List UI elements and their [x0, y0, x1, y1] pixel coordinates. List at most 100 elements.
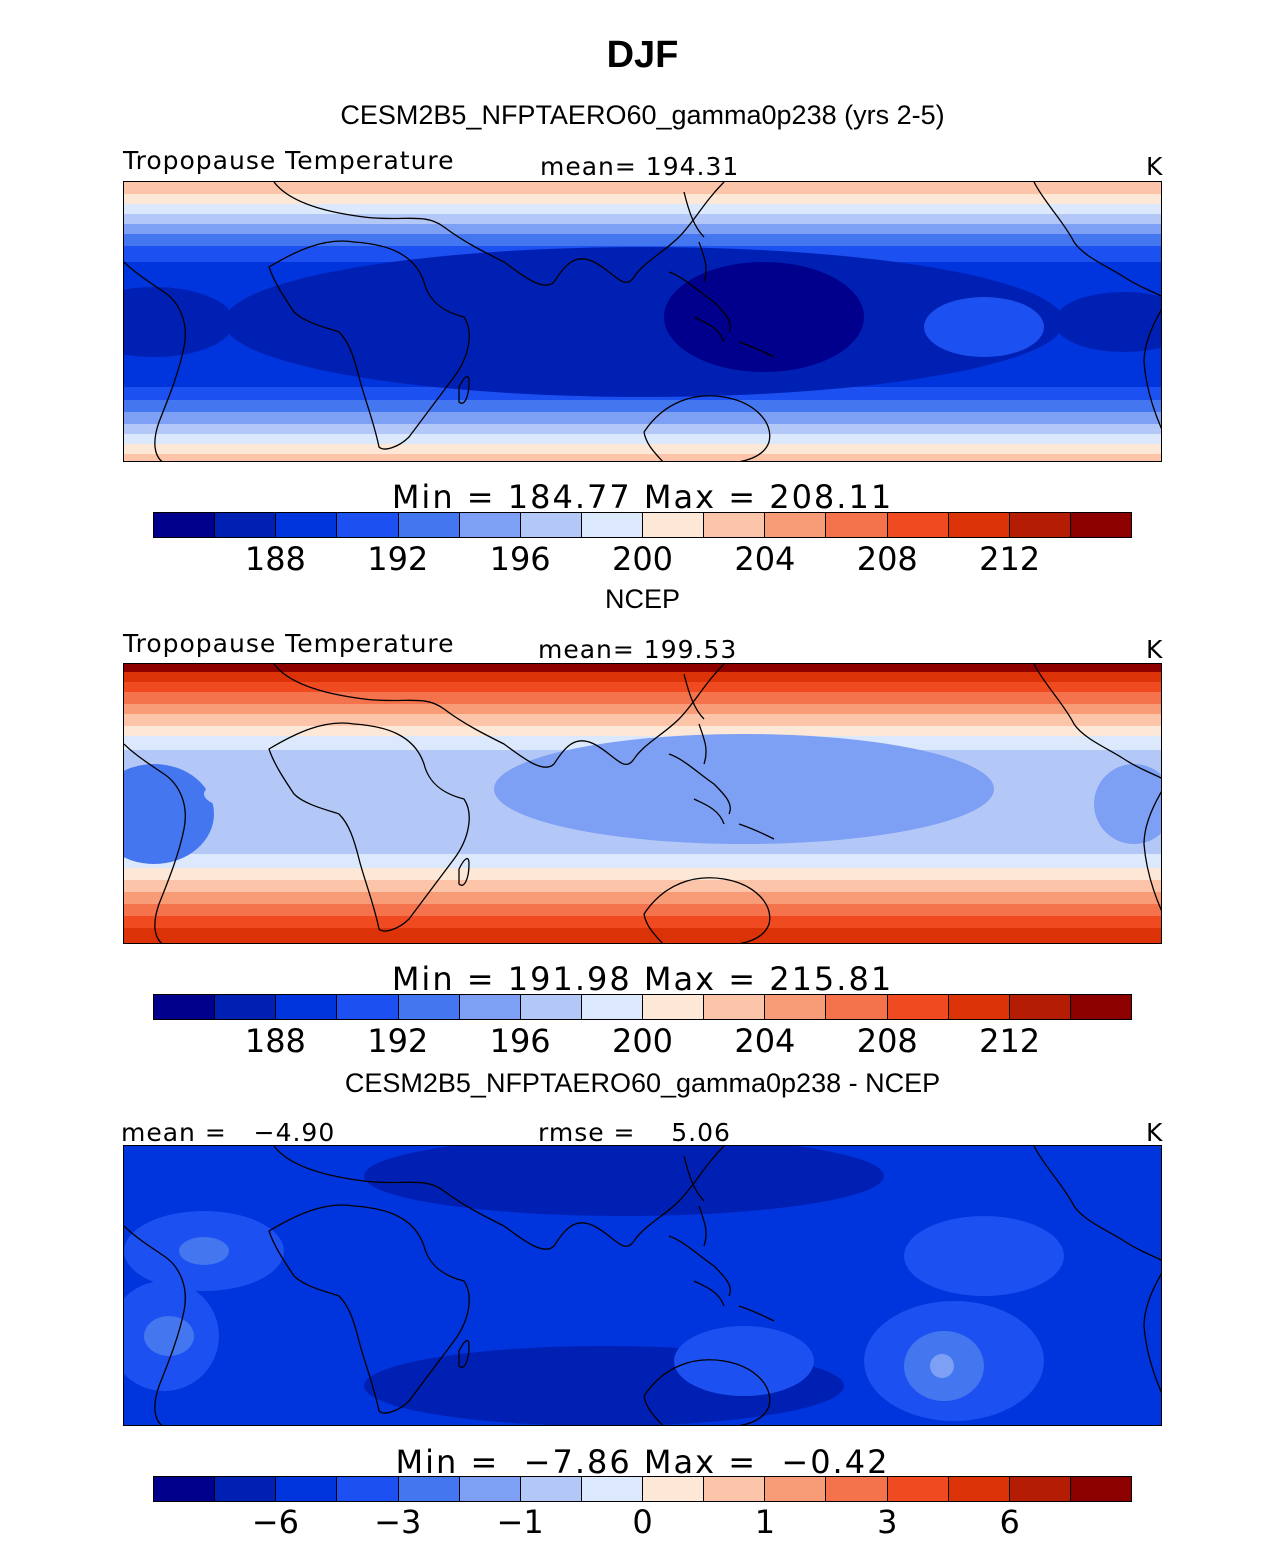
contour-band [124, 704, 1161, 714]
contour-band [124, 454, 1161, 461]
panel1-minmax: Min = 184.77 Max = 208.11 [391, 478, 894, 516]
contour-band [124, 682, 1161, 692]
contour-band [124, 692, 1161, 704]
panel3-units-label: K [1146, 1118, 1164, 1147]
colorbar-segment [704, 995, 766, 1019]
contour-region [1094, 764, 1161, 844]
east-asia-outline [683, 1155, 707, 1247]
colorbar-segment [459, 1477, 521, 1501]
panel1-colorbar-ticks: 188 192 196 200 204 208 212 [153, 540, 1132, 578]
contour-band [124, 892, 1161, 904]
contour-region [364, 1146, 884, 1216]
colorbar-segment [704, 513, 766, 537]
colorbar-segment [337, 1477, 399, 1501]
colorbar-segment [826, 995, 888, 1019]
colorbar-tick-label: 204 [734, 540, 796, 578]
contour-band [124, 664, 1161, 672]
contour-band [124, 412, 1161, 424]
colorbar-segment [765, 1477, 827, 1501]
panel1-title: CESM2B5_NFPTAERO60_gamma0p238 (yrs 2-5) [340, 100, 945, 130]
colorbar-segment [1070, 1477, 1131, 1501]
south-america-outline [124, 261, 186, 461]
contour-region [124, 287, 234, 357]
colorbar-tick-label: 192 [367, 1022, 429, 1060]
colorbar-tick-label: 1 [754, 1503, 776, 1541]
colorbar-tick-label: 208 [856, 1022, 918, 1060]
contour-region [1054, 292, 1161, 352]
panel2-colorbar-ticks: 188 192 196 200 204 208 212 [153, 1022, 1132, 1060]
contour-band [124, 444, 1161, 454]
colorbar-segment [520, 513, 582, 537]
panel3-mean-label: mean = −4.90 [121, 1118, 336, 1147]
east-asia-outline [683, 673, 707, 765]
maritime-continent-outline [668, 1235, 775, 1322]
contour-band [124, 726, 1161, 736]
panel3-minmax: Min = −7.86 Max = −0.42 [395, 1443, 890, 1481]
africa-outline [268, 240, 470, 450]
panel3-map [123, 1145, 1162, 1426]
panel1-variable-label: Tropopause Temperature [123, 146, 455, 175]
colorbar-segment [398, 513, 460, 537]
colorbar-tick-label: 200 [611, 1022, 674, 1060]
contour-region [224, 247, 1064, 397]
australia-outline [643, 395, 771, 461]
contour-band [124, 916, 1161, 928]
colorbar-tick-label: 6 [999, 1503, 1020, 1541]
panel2-mean-label: mean= 199.53 [538, 635, 738, 664]
colorbar-tick-label: −6 [251, 1503, 299, 1541]
colorbar-segment [276, 513, 338, 537]
colorbar-segment [887, 1477, 949, 1501]
colorbar-segment [520, 1477, 582, 1501]
colorbar-segment [1009, 513, 1071, 537]
panel3-title: CESM2B5_NFPTAERO60_gamma0p238 - NCEP [344, 1068, 941, 1098]
east-asia-outline [683, 191, 707, 283]
colorbar-segment [887, 995, 949, 1019]
panel1-colorbar [153, 512, 1132, 538]
colorbar-segment [337, 995, 399, 1019]
contour-region [930, 1354, 954, 1378]
contour-band [124, 928, 1161, 943]
contour-region [674, 1326, 814, 1396]
colorbar-segment [948, 995, 1010, 1019]
colorbar-segment [826, 513, 888, 537]
colorbar-tick-label: 212 [979, 540, 1041, 578]
panel3-rmse-label: rmse = 5.06 [538, 1118, 731, 1147]
south-america-east-outline [1143, 1273, 1161, 1394]
contour-region [494, 734, 994, 844]
contour-band [124, 434, 1161, 444]
colorbar-segment [643, 995, 705, 1019]
australia-outline [643, 1359, 771, 1425]
eurasia-outline [273, 664, 725, 768]
colorbar-segment [1070, 513, 1131, 537]
colorbar-segment [276, 1477, 338, 1501]
contour-band [124, 234, 1161, 246]
colorbar-tick-label: −3 [374, 1503, 422, 1541]
contour-band [124, 854, 1161, 868]
contour-band [124, 194, 1161, 204]
panel2-colorbar [153, 994, 1132, 1020]
colorbar-segment [643, 1477, 705, 1501]
panel1-units-label: K [1146, 152, 1164, 181]
colorbar-tick-label: 204 [734, 1022, 796, 1060]
colorbar-tick-label: 200 [611, 540, 674, 578]
contour-band [124, 868, 1161, 880]
contour-region [664, 262, 864, 372]
colorbar-tick-label: 208 [856, 540, 918, 578]
colorbar-tick-label: −1 [496, 1503, 544, 1541]
colorbar-segment [581, 995, 643, 1019]
colorbar-segment [948, 1477, 1010, 1501]
colorbar-segment [459, 995, 521, 1019]
colorbar-segment [948, 513, 1010, 537]
colorbar-tick-label: 188 [244, 1022, 306, 1060]
contour-band [124, 400, 1161, 412]
contour-region [179, 1237, 229, 1265]
contour-band [124, 714, 1161, 726]
panel2-variable-label: Tropopause Temperature [123, 629, 455, 658]
colorbar-segment [765, 513, 827, 537]
madagascar-outline [458, 1339, 470, 1368]
eurasia-outline [273, 182, 725, 286]
colorbar-tick-label: 188 [244, 540, 306, 578]
contour-band [124, 214, 1161, 224]
panel3-colorbar-ticks: −6 −3 −1 0 1 3 6 [153, 1503, 1132, 1541]
panel2-title: NCEP [604, 584, 680, 614]
